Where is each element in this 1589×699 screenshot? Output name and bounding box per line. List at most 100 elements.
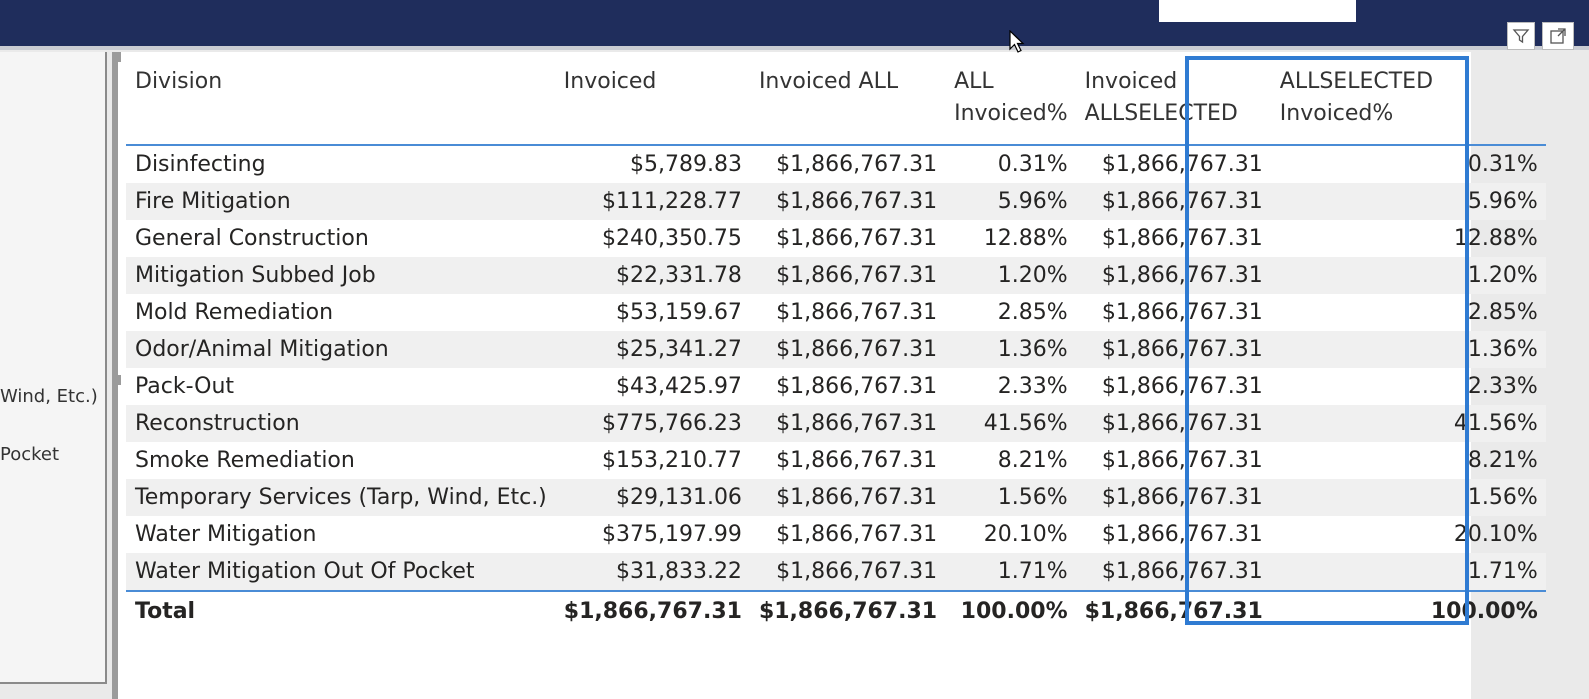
invoiced-cell: $29,131.06 — [554, 479, 750, 516]
table-row[interactable]: Fire Mitigation $111,228.77 $1,866,767.3… — [126, 183, 1546, 220]
invoiced-allselected-cell: $1,866,767.31 — [1075, 479, 1271, 516]
invoiced-cell: $153,210.77 — [601, 448, 742, 473]
invoiced-cell: $53,159.67 — [615, 300, 742, 325]
invoiced-all-cell: $1,866,767.31 — [749, 257, 946, 294]
allselected-invoiced-pct-cell: 0.31% — [1270, 144, 1546, 183]
table-row[interactable]: Pack-Out $43,425.97 $1,866,767.31 2.33% … — [126, 368, 1546, 405]
column-header-invoiced[interactable]: Invoiced — [563, 69, 657, 94]
all-invoiced-pct-cell: 2.85% — [997, 300, 1068, 325]
visual-corner-marker — [118, 52, 121, 62]
allselected-invoiced-pct-cell: 12.88% — [1453, 226, 1538, 251]
invoiced-all-cell: $1,866,767.31 — [749, 553, 946, 591]
filter-icon — [1512, 29, 1530, 44]
division-cell: Odor/Animal Mitigation — [126, 331, 555, 368]
allselected-invoiced-pct-cell: 1.56% — [1270, 479, 1546, 516]
allselected-invoiced-pct-cell: 41.56% — [1270, 405, 1546, 442]
top-bar-search-box[interactable] — [1159, 0, 1356, 22]
invoiced-cell: $775,766.23 — [554, 405, 750, 442]
table-row[interactable]: Water Mitigation $375,197.99 $1,866,767.… — [126, 516, 1546, 553]
invoiced-all-cell: $1,866,767.31 — [776, 448, 938, 473]
invoiced-allselected-cell: $1,866,767.31 — [1101, 374, 1263, 399]
total-invoiced: $1,866,767.31 — [554, 590, 750, 630]
all-invoiced-pct-cell: 12.88% — [983, 226, 1068, 251]
division-cell: Water Mitigation — [135, 522, 317, 547]
visual-border — [112, 52, 118, 699]
all-invoiced-pct-cell: 5.96% — [945, 183, 1076, 220]
top-bar-edge — [0, 46, 1589, 50]
column-header-invoiced-allselected[interactable]: Invoiced ALLSELECTED — [1084, 69, 1238, 126]
table-row[interactable]: Odor/Animal Mitigation $25,341.27 $1,866… — [126, 331, 1546, 368]
invoiced-all-cell: $1,866,767.31 — [749, 144, 946, 183]
invoiced-allselected-cell: $1,866,767.31 — [1075, 553, 1271, 591]
table-header-row: Division Invoiced Invoiced ALL ALL Invoi… — [126, 62, 1546, 145]
allselected-invoiced-pct-cell: 20.10% — [1453, 522, 1538, 547]
visual-resize-marker[interactable] — [118, 375, 121, 385]
all-invoiced-pct-cell: 1.20% — [945, 257, 1076, 294]
total-invoiced-all: $1,866,767.31 — [749, 590, 946, 630]
invoiced-allselected-cell: $1,866,767.31 — [1101, 226, 1263, 251]
column-header-division[interactable]: Division — [135, 69, 223, 94]
all-invoiced-pct-cell: 8.21% — [997, 448, 1068, 473]
filter-button[interactable] — [1507, 22, 1535, 50]
table-row[interactable]: Mold Remediation $53,159.67 $1,866,767.3… — [126, 294, 1546, 331]
table-row[interactable]: General Construction $240,350.75 $1,866,… — [126, 220, 1546, 257]
invoiced-allselected-cell: $1,866,767.31 — [1075, 405, 1271, 442]
all-invoiced-pct-cell: 41.56% — [945, 405, 1076, 442]
division-cell: General Construction — [135, 226, 369, 251]
invoiced-cell: $5,789.83 — [554, 144, 750, 183]
invoiced-all-cell: $1,866,767.31 — [749, 331, 946, 368]
column-header-invoiced-all[interactable]: Invoiced ALL — [758, 69, 899, 94]
column-header-all-invoiced-pct[interactable]: ALL Invoiced% — [954, 69, 1068, 126]
allselected-invoiced-pct-cell: 2.85% — [1467, 300, 1538, 325]
all-invoiced-pct-cell: 20.10% — [983, 522, 1068, 547]
all-invoiced-pct-cell: 1.71% — [945, 553, 1076, 591]
invoiced-all-cell: $1,866,767.31 — [776, 374, 938, 399]
all-invoiced-pct-cell: 0.31% — [945, 144, 1076, 183]
all-invoiced-pct-cell: 2.33% — [997, 374, 1068, 399]
table-row[interactable]: Disinfecting $5,789.83 $1,866,767.31 0.3… — [126, 144, 1546, 183]
invoiced-allselected-cell: $1,866,767.31 — [1075, 144, 1271, 183]
column-header-allselected-invoiced-pct[interactable]: ALLSELECTED Invoiced% — [1279, 69, 1434, 126]
invoiced-all-cell: $1,866,767.31 — [776, 522, 938, 547]
invoiced-allselected-cell: $1,866,767.31 — [1101, 300, 1263, 325]
top-bar — [0, 0, 1589, 46]
allselected-invoiced-pct-cell: 5.96% — [1270, 183, 1546, 220]
division-cell: Fire Mitigation — [126, 183, 555, 220]
allselected-invoiced-pct-cell: 8.21% — [1467, 448, 1538, 473]
allselected-invoiced-pct-cell: 2.33% — [1467, 374, 1538, 399]
mouse-cursor-icon — [1009, 30, 1025, 53]
division-cell: Mitigation Subbed Job — [126, 257, 555, 294]
invoiced-allselected-cell: $1,866,767.31 — [1075, 183, 1271, 220]
focus-mode-button[interactable] — [1542, 22, 1574, 50]
invoiced-all-cell: $1,866,767.31 — [749, 479, 946, 516]
table-row[interactable]: Reconstruction $775,766.23 $1,866,767.31… — [126, 405, 1546, 442]
allselected-invoiced-pct-cell: 1.36% — [1270, 331, 1546, 368]
division-cell: Mold Remediation — [135, 300, 334, 325]
slicer-item-fragment[interactable]: Pocket — [0, 444, 60, 465]
table-row[interactable]: Water Mitigation Out Of Pocket $31,833.2… — [126, 553, 1546, 591]
all-invoiced-pct-cell: 1.36% — [945, 331, 1076, 368]
table-row[interactable]: Smoke Remediation $153,210.77 $1,866,767… — [126, 442, 1546, 479]
division-cell: Temporary Services (Tarp, Wind, Etc.) — [126, 479, 555, 516]
invoiced-allselected-cell: $1,866,767.31 — [1075, 257, 1271, 294]
invoiced-cell: $31,833.22 — [554, 553, 750, 591]
division-cell: Pack-Out — [135, 374, 235, 399]
division-cell: Water Mitigation Out Of Pocket — [126, 553, 555, 591]
invoiced-all-cell: $1,866,767.31 — [776, 300, 938, 325]
invoiced-allselected-cell: $1,866,767.31 — [1101, 448, 1263, 473]
total-label: Total — [126, 590, 555, 630]
slicer-item-fragment[interactable]: Wind, Etc.) — [0, 386, 98, 407]
division-cell: Reconstruction — [126, 405, 555, 442]
total-invoiced-allselected: $1,866,767.31 — [1075, 590, 1271, 630]
invoiced-cell: $25,341.27 — [554, 331, 750, 368]
invoiced-allselected-cell: $1,866,767.31 — [1101, 522, 1263, 547]
invoiced-allselected-cell: $1,866,767.31 — [1075, 331, 1271, 368]
allselected-invoiced-pct-cell: 1.71% — [1270, 553, 1546, 591]
table-row[interactable]: Temporary Services (Tarp, Wind, Etc.) $2… — [126, 479, 1546, 516]
invoiced-cell: $43,425.97 — [615, 374, 742, 399]
focus-mode-icon — [1550, 28, 1566, 44]
total-row[interactable]: Total $1,866,767.31 $1,866,767.31 100.00… — [126, 590, 1546, 630]
invoiced-all-cell: $1,866,767.31 — [776, 226, 938, 251]
table-row[interactable]: Mitigation Subbed Job $22,331.78 $1,866,… — [126, 257, 1546, 294]
invoiced-all-cell: $1,866,767.31 — [749, 405, 946, 442]
